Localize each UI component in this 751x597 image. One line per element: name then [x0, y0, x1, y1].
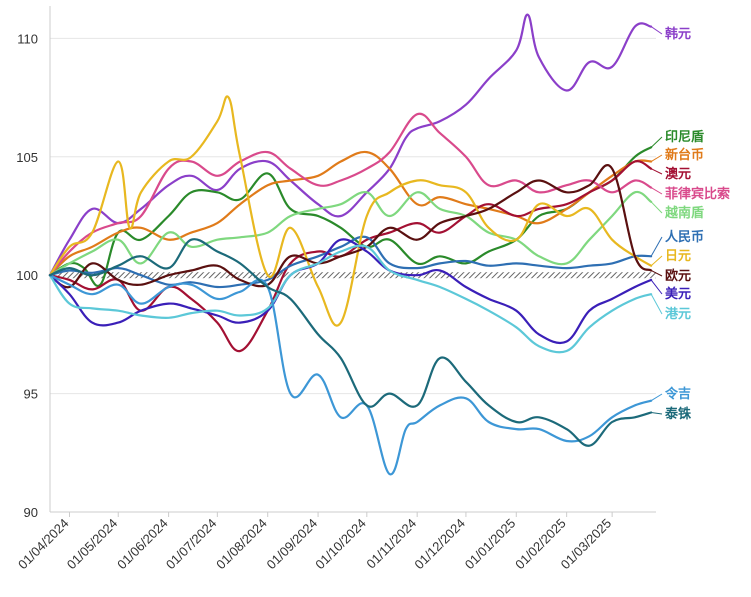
series-line-8: [48, 164, 653, 289]
series-label-4: 菲律宾比索: [665, 186, 730, 202]
series-lines: [48, 13, 653, 476]
series-label-12: 泰铢: [664, 406, 692, 422]
y-tick-label: 100: [16, 268, 38, 283]
series-label-3: 澳元: [665, 166, 691, 182]
y-axis: 90 95 100 105 110: [16, 6, 656, 520]
series-leader-5: [650, 201, 663, 214]
series-label-5: 越南盾: [664, 205, 704, 221]
series-label-7: 日元: [665, 249, 691, 264]
series-leader-4: [650, 187, 663, 195]
series-line-0: [48, 13, 653, 277]
series-label-10: 港元: [665, 306, 691, 322]
x-tick-label: 01/12/2024: [411, 516, 468, 573]
series-leader-0: [650, 26, 663, 35]
series-label-0: 韩元: [665, 26, 691, 42]
series-label-2: 新台币: [665, 147, 704, 163]
y-tick-label: 110: [17, 31, 38, 46]
series-leader-11: [650, 393, 663, 402]
series-line-10: [48, 244, 653, 354]
series-line-4: [48, 112, 653, 277]
x-tick-label: 01/01/2025: [462, 516, 519, 573]
x-tick-label: 01/06/2024: [114, 516, 171, 573]
series-leader-8: [650, 270, 663, 277]
x-tick-label: 01/04/2024: [15, 516, 72, 573]
series-label-11: 令吉: [665, 386, 691, 402]
series-line-12: [48, 238, 653, 447]
series-leader-1: [650, 136, 663, 148]
x-tick-label: 01/07/2024: [163, 516, 220, 573]
series-label-1: 印尼盾: [665, 129, 704, 145]
x-tick-label: 01/11/2024: [363, 516, 419, 572]
x-tick-label: 01/08/2024: [213, 516, 270, 573]
x-tick-label: 01/05/2024: [64, 516, 121, 573]
series-leader-2: [650, 154, 663, 162]
series-label-6: 人民币: [665, 229, 704, 245]
x-tick-label: 01/09/2024: [264, 516, 321, 573]
x-axis: 01/04/202401/05/202401/06/202401/07/2024…: [15, 512, 614, 572]
series-label-9: 美元: [665, 286, 691, 302]
series-leader-9: [650, 279, 663, 295]
series-line-9: [48, 238, 653, 345]
series-leader-6: [650, 236, 663, 257]
y-tick-label: 95: [24, 387, 38, 402]
series-leader-3: [650, 168, 663, 175]
y-tick-label: 90: [24, 505, 38, 520]
series-leader-10: [650, 293, 663, 315]
series-line-2: [48, 150, 653, 277]
series-line-7: [48, 95, 653, 327]
series-line-6: [48, 235, 653, 289]
series-line-5: [48, 190, 653, 277]
series-leader-12: [651, 412, 663, 415]
x-tick-label: 01/10/2024: [312, 516, 369, 573]
series-leader-7: [650, 255, 663, 267]
series-label-8: 欧元: [665, 268, 691, 284]
y-tick-label: 105: [16, 150, 38, 165]
